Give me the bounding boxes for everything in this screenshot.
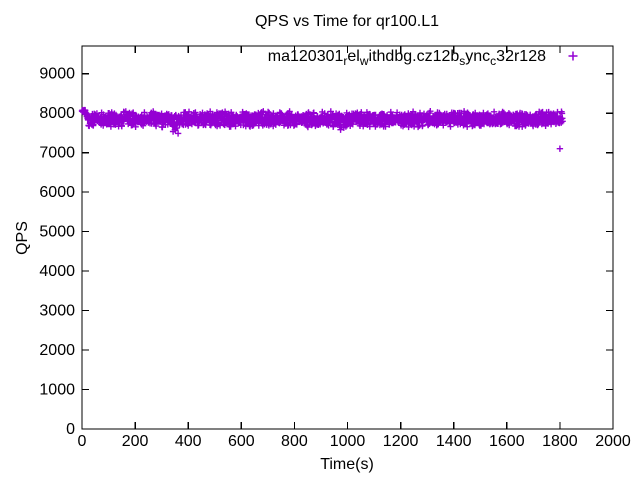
axis-tick-labels: 0 200 400 600 800 1000 1200 1400 1600 1800 2000 0 10… <box>39 66 630 450</box>
x-tick-label: 800 <box>281 433 308 450</box>
x-axis-title: Time(s) <box>320 456 374 473</box>
x-tick-label: 400 <box>175 433 202 450</box>
y-tick-label: 4000 <box>39 263 75 280</box>
chart-title: QPS vs Time for qr100.L1 <box>255 13 439 30</box>
y-axis-title: QPS <box>14 221 31 255</box>
x-tick-label: 600 <box>228 433 255 450</box>
x-tick-label: 2000 <box>595 433 631 450</box>
y-tick-label: 5000 <box>39 224 75 241</box>
legend: ma120301relwithdbg.cz12bsyncc32r128 <box>268 48 578 68</box>
y-tick-label: 0 <box>66 421 75 438</box>
x-tick-label: 1400 <box>436 433 472 450</box>
y-tick-label: 3000 <box>39 303 75 320</box>
x-tick-label: 1200 <box>383 433 419 450</box>
y-tick-label: 9000 <box>39 66 75 83</box>
plot-frame <box>81 45 614 430</box>
y-tick-label: 2000 <box>39 342 75 359</box>
y-tick-label: 1000 <box>39 382 75 399</box>
y-tick-label: 6000 <box>39 184 75 201</box>
x-tick-label: 1600 <box>489 433 525 450</box>
x-tick-label: 0 <box>78 433 87 450</box>
x-tick-label: 1800 <box>542 433 578 450</box>
x-tick-label: 1000 <box>330 433 366 450</box>
data-points <box>78 106 566 152</box>
x-tick-label: 200 <box>122 433 149 450</box>
y-tick-label: 7000 <box>39 145 75 162</box>
y-tick-label: 8000 <box>39 105 75 122</box>
legend-plus-marker <box>568 51 578 61</box>
legend-label: ma120301relwithdbg.cz12bsyncc32r128 <box>268 48 546 68</box>
axis-ticks <box>81 46 614 430</box>
